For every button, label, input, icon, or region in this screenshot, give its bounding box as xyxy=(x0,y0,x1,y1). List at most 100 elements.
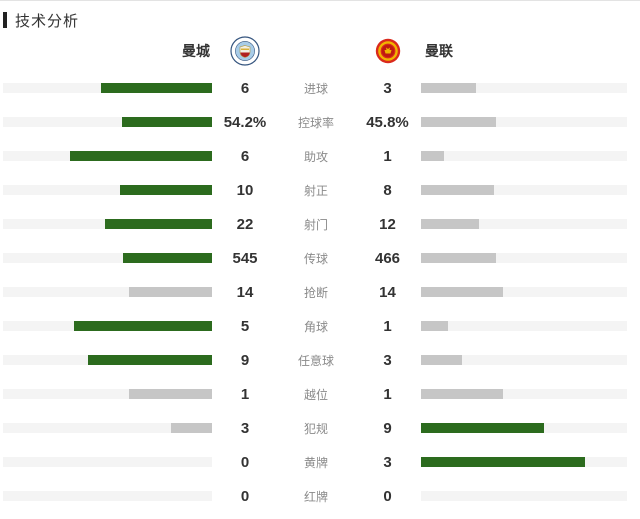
home-stat-value: 0 xyxy=(240,453,250,471)
stat-label: 任意球 xyxy=(297,353,334,368)
team-header-row: 曼城 曼联 xyxy=(0,31,640,71)
stat-label: 黄牌 xyxy=(303,455,328,470)
away-stat-value: 1 xyxy=(383,317,392,335)
stat-label: 传球 xyxy=(303,251,328,266)
away-stat-bar-fill xyxy=(421,423,544,433)
away-stat-bar-track xyxy=(421,83,627,93)
home-stat-bar-track xyxy=(3,423,212,433)
away-stat-bar-fill xyxy=(421,389,503,399)
away-stat-bar-fill xyxy=(421,117,496,127)
stat-label: 进球 xyxy=(303,81,328,96)
away-stat-bar-track xyxy=(421,219,627,229)
stat-label: 越位 xyxy=(303,387,328,402)
stat-label: 助攻 xyxy=(303,149,328,164)
stat-label: 控球率 xyxy=(297,115,334,130)
home-stat-value: 9 xyxy=(240,351,250,369)
home-stat-bar-fill xyxy=(119,185,212,195)
stat-row: 10 射正 8 xyxy=(0,173,640,207)
away-stat-bar-track xyxy=(421,389,627,399)
home-stat-value: 5 xyxy=(240,317,250,335)
home-stat-value: 6 xyxy=(240,79,250,97)
stat-label: 犯规 xyxy=(303,421,328,436)
away-stat-bar-fill xyxy=(421,185,494,195)
away-stat-bar-track xyxy=(421,491,627,501)
stat-row: 6 助攻 1 xyxy=(0,139,640,173)
home-stat-bar-fill xyxy=(122,117,212,127)
home-stat-value: 10 xyxy=(236,181,254,199)
home-stat-value: 14 xyxy=(236,283,254,301)
home-stat-bar-track xyxy=(3,321,212,331)
stat-row: 1 越位 1 xyxy=(0,377,640,411)
home-stat-bar-fill xyxy=(170,423,212,433)
away-stat-bar-track xyxy=(421,321,627,331)
stat-label: 红牌 xyxy=(303,489,328,504)
stat-label: 射门 xyxy=(303,217,328,232)
home-stat-bar-fill xyxy=(122,253,212,263)
away-stat-bar-fill xyxy=(421,287,503,297)
home-stat-bar-fill xyxy=(129,287,212,297)
stat-row: 0 黄牌 3 xyxy=(0,445,640,479)
away-stat-value: 466 xyxy=(374,249,401,267)
away-stat-value: 45.8% xyxy=(366,113,409,131)
home-stat-bar-track xyxy=(3,185,212,195)
away-stat-value: 3 xyxy=(383,79,392,97)
away-stat-bar-fill xyxy=(421,219,479,229)
away-stat-bar-track xyxy=(421,253,627,263)
home-stat-value: 3 xyxy=(240,419,250,437)
away-stat-bar-fill xyxy=(421,321,449,331)
away-stat-bar-fill xyxy=(421,151,445,161)
away-stat-bar-fill xyxy=(421,355,462,365)
away-stat-value: 0 xyxy=(383,487,392,505)
home-stat-bar-track xyxy=(3,117,212,127)
stat-row: 14 抢断 14 xyxy=(0,275,640,309)
stat-label: 抢断 xyxy=(303,285,328,300)
home-stat-value: 22 xyxy=(236,215,254,233)
stat-label: 角球 xyxy=(303,319,328,334)
away-stat-value: 3 xyxy=(383,453,392,471)
away-stat-bar-fill xyxy=(421,457,585,467)
stat-row: 54.2% 控球率 45.8% xyxy=(0,105,640,139)
away-stat-value: 3 xyxy=(383,351,392,369)
home-stat-bar-fill xyxy=(73,321,212,331)
home-stat-bar-track xyxy=(3,83,212,93)
away-stat-bar-track xyxy=(421,457,627,467)
home-stat-value: 54.2% xyxy=(223,113,267,131)
home-stat-value: 1 xyxy=(240,385,250,403)
away-stat-bar-track xyxy=(421,423,627,433)
stat-row: 5 角球 1 xyxy=(0,309,640,343)
home-stat-bar-track xyxy=(3,389,212,399)
home-stat-bar-fill xyxy=(87,355,212,365)
away-stat-bar-track xyxy=(421,287,627,297)
home-stat-bar-track xyxy=(3,151,212,161)
section-header: 技术分析 xyxy=(0,1,640,31)
away-stat-bar-track xyxy=(421,117,627,127)
stat-row: 0 红牌 0 xyxy=(0,479,640,513)
home-stat-value: 6 xyxy=(240,147,250,165)
home-stat-bar-track xyxy=(3,491,212,501)
away-stat-value: 8 xyxy=(383,181,392,199)
away-stat-value: 1 xyxy=(383,147,392,165)
stat-label: 射正 xyxy=(303,183,328,198)
man-united-badge-icon xyxy=(375,38,400,64)
away-stat-value: 1 xyxy=(383,385,392,403)
home-stat-bar-track xyxy=(3,287,212,297)
home-stat-bar-track xyxy=(3,457,212,467)
stat-row: 9 任意球 3 xyxy=(0,343,640,377)
section-title: 技术分析 xyxy=(15,12,80,30)
home-stat-value: 0 xyxy=(240,487,250,505)
home-stat-value: 545 xyxy=(232,249,258,267)
home-team-name: 曼城 xyxy=(182,43,210,59)
away-stat-value: 12 xyxy=(379,215,396,233)
away-stat-bar-track xyxy=(421,355,627,365)
home-stat-bar-fill xyxy=(101,83,212,93)
away-stat-bar-fill xyxy=(421,253,497,263)
away-stat-bar-track xyxy=(421,151,627,161)
away-stat-bar-track xyxy=(421,185,627,195)
home-stat-bar-fill xyxy=(129,389,212,399)
away-stat-bar-fill xyxy=(421,83,476,93)
home-stat-bar-track xyxy=(3,219,212,229)
stats-list: 6 进球 3 54.2% 控球率 45.8% 6 助攻 1 10 射正 xyxy=(0,71,640,513)
home-team-badge-cell xyxy=(212,36,278,66)
home-stat-bar-fill xyxy=(69,151,212,161)
